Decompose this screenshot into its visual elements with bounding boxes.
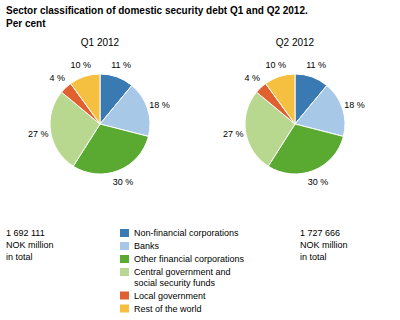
legend-label: Banks [134,241,160,251]
legend-swatch [120,255,129,263]
pie-slice [266,74,295,124]
data-label: 30 % [113,177,134,187]
legend-label: Non-financial corporations [134,228,239,238]
annotation: 1 727 666NOK millionin total [300,228,348,262]
data-label: 10 % [70,60,91,70]
data-label: 18 % [344,100,365,110]
data-label: 10 % [265,60,286,70]
legend-swatch [120,268,129,276]
data-label: 27 % [28,129,49,139]
legend-swatch [120,292,129,300]
legend-swatch [120,305,129,313]
title: Sector classification of domestic securi… [6,5,308,16]
legend-label: Local government [134,291,206,301]
legend-label: Other financial corporations [134,254,245,264]
data-label: 4 % [49,73,65,83]
data-label: 11 % [306,60,326,70]
subtitle: Per cent [6,18,46,29]
pie-title: Q2 2012 [276,37,315,48]
data-label: 27 % [223,129,244,139]
legend: Non-financial corporations Banks Other fin… [120,228,245,314]
pie-slice [71,74,100,124]
legend-label: Rest of the world [134,304,202,314]
chart: Sector classification of domestic securi… [0,0,400,320]
legend-swatch [120,242,129,250]
data-label: 11 % [111,60,131,70]
data-label: 18 % [149,100,170,110]
pie-title: Q1 2012 [81,37,120,48]
data-label: 4 % [244,73,260,83]
data-label: 30 % [308,177,329,187]
annotation: 1 692 111NOK millionin total [6,228,54,262]
pie: 11 % 18 % 30 % 27 % 4 % 10 % [28,60,170,188]
legend-label: Central government andsocial security fu… [134,267,231,288]
pie: 11 % 18 % 30 % 27 % 4 % 10 % [223,60,365,188]
legend-swatch [120,229,129,237]
